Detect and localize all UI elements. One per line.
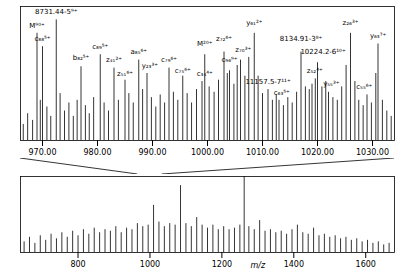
svg-text:1000: 1000 [140,260,160,269]
svg-text:8134.91-3⁸⁺: 8134.91-3⁸⁺ [280,35,323,43]
svg-text:b₈₂⁵⁺: b₈₂⁵⁺ [73,54,90,62]
svg-text:c₆₃⁵⁺: c₆₃⁵⁺ [274,89,290,97]
svg-text:z₅₁⁶⁺: z₅₁⁶⁺ [117,70,133,78]
svg-text:1600: 1600 [356,260,376,269]
svg-text:980.00: 980.00 [84,148,112,157]
svg-text:1000.00: 1000.00 [191,148,224,157]
svg-text:1200: 1200 [212,260,232,269]
svg-text:z₂₆³⁺: z₂₆³⁺ [343,19,359,27]
svg-text:1400: 1400 [284,260,304,269]
svg-text:1020.00: 1020.00 [301,148,334,157]
svg-text:970.00: 970.00 [29,148,57,157]
svg-text:y₆₁²⁺: y₆₁²⁺ [246,19,263,27]
svg-text:c₉₆⁹⁺: c₉₆⁹⁺ [222,56,238,64]
svg-text:11157.5-7¹¹⁺: 11157.5-7¹¹⁺ [245,78,291,86]
svg-text:10224.2-6¹⁰⁺: 10224.2-6¹⁰⁺ [300,48,346,56]
svg-text:m/z: m/z [251,261,266,270]
svg-text:y₂₃³⁺: y₂₃³⁺ [142,62,159,70]
svg-text:M²⁰⁺: M²⁰⁺ [197,40,213,48]
svg-text:a₈₅⁶⁺: a₈₅⁶⁺ [131,48,148,56]
svg-text:c₅₅⁶⁺: c₅₅⁶⁺ [356,83,372,91]
svg-text:8731.44-5⁹⁺: 8731.44-5⁹⁺ [35,8,78,16]
svg-text:M⁹⁰⁺: M⁹⁰⁺ [29,22,45,30]
svg-text:1030.00: 1030.00 [356,148,389,157]
svg-text:y₆₃⁷⁺: y₆₃⁷⁺ [370,32,387,40]
svg-text:c₇₅⁶⁺: c₇₅⁶⁺ [175,67,191,75]
svg-text:c₇₉⁶⁺: c₇₉⁶⁺ [161,56,177,64]
svg-text:c₈₉⁵⁺: c₈₉⁵⁺ [92,43,108,51]
svg-text:800: 800 [70,260,85,269]
svg-text:c₈₈⁵⁺: c₈₈⁵⁺ [35,35,51,43]
svg-text:c₃₄⁴⁺: c₃₄⁴⁺ [197,70,213,78]
svg-text:z₇₂⁶⁺: z₇₂⁶⁺ [216,35,232,43]
svg-text:990.00: 990.00 [139,148,167,157]
svg-text:z₄₁²⁺: z₄₁²⁺ [106,56,122,64]
svg-text:z₇₀³⁺: z₇₀³⁺ [235,46,251,54]
svg-text:y₅₅³⁺: y₅₅³⁺ [323,80,340,88]
svg-text:1010.00: 1010.00 [246,148,279,157]
svg-text:z₅₂⁴⁺: z₅₂⁴⁺ [307,67,323,75]
